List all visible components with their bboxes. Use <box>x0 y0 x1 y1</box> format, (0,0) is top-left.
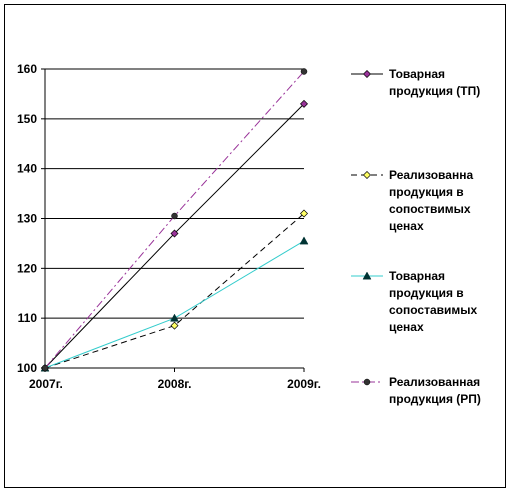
legend-marker-4 <box>363 378 371 386</box>
legend-label-4: продукция (РП) <box>389 392 481 406</box>
legend: Товарная продукция (ТП) Реализованна продук… <box>351 67 481 406</box>
legend-label-3: Товарная <box>389 269 445 283</box>
x-tick-label: 2008г. <box>158 377 192 391</box>
legend-marker-3 <box>362 271 372 280</box>
series-line-3 <box>44 240 305 369</box>
legend-label-1: продукция (ТП) <box>389 84 480 98</box>
x-tick-label: 2009г. <box>287 377 321 391</box>
chart-frame <box>4 4 506 488</box>
data-point-s3-2 <box>170 313 179 322</box>
x-tick-label: 2007г. <box>29 377 63 391</box>
legend-label-3: ценах <box>389 320 424 334</box>
data-point-s4-3 <box>300 68 308 75</box>
data-point-s3-3 <box>299 236 309 245</box>
y-tick-label: 100 <box>17 361 37 375</box>
legend-label-3: сопоставимых <box>389 303 478 317</box>
series-markers <box>40 68 309 372</box>
y-tick-label: 140 <box>17 162 37 176</box>
y-tick-label: 150 <box>17 112 37 126</box>
legend-marker-2 <box>363 171 371 179</box>
data-point-s4-2 <box>171 212 178 220</box>
legend-label-4: Реализованная <box>389 375 480 389</box>
legend-label-2: Реализованна <box>389 168 473 182</box>
legend-label-2: продукция в <box>389 185 464 199</box>
x-axis: 2007г. 2008г. 2009г. <box>29 368 321 391</box>
data-point-s4-1 <box>41 364 49 372</box>
legend-label-2: ценах <box>389 219 424 233</box>
y-tick-label: 110 <box>18 311 38 325</box>
legend-label-2: сопоствимых <box>389 202 471 216</box>
y-tick-label: 160 <box>17 62 37 76</box>
data-point-s2-2 <box>170 321 179 330</box>
series-line-2 <box>44 213 305 369</box>
y-axis: 100 110 120 130 140 150 160 <box>17 62 46 375</box>
gridlines <box>45 68 304 369</box>
y-tick-label: 120 <box>17 261 37 275</box>
legend-label-3: продукция в <box>389 286 464 300</box>
y-tick-label: 130 <box>17 212 37 226</box>
data-point-s2-3 <box>300 209 308 218</box>
data-point-s1-3 <box>300 99 308 108</box>
legend-marker-1 <box>363 70 371 78</box>
legend-label-1: Товарная <box>389 67 445 81</box>
data-point-s1-2 <box>170 229 179 238</box>
